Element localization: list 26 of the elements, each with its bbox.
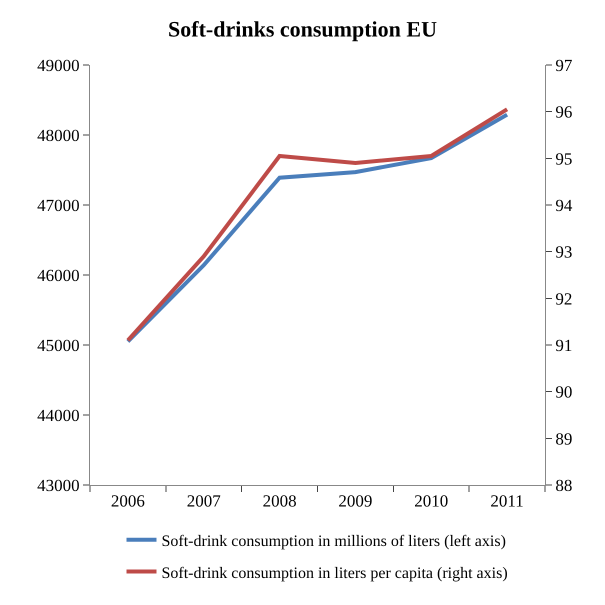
y-tick-label: 46000 [37, 266, 80, 285]
y2-tick-label: 88 [555, 476, 572, 495]
x-tick-label: 2010 [414, 491, 448, 510]
y-tick-label: 47000 [37, 196, 80, 215]
y-tick-label: 45000 [37, 336, 80, 355]
y-tick-label: 44000 [37, 406, 80, 425]
y-tick-label: 48000 [37, 126, 80, 145]
x-tick-label: 2011 [490, 491, 524, 510]
x-tick-label: 2007 [186, 491, 222, 510]
y-tick-label: 43000 [37, 476, 80, 495]
y2-tick-label: 90 [555, 382, 572, 402]
x-tick-label: 2008 [262, 491, 297, 510]
y2-tick-label: 93 [555, 242, 572, 262]
y2-tick-label: 91 [555, 336, 572, 355]
x-tick-label: 2009 [338, 491, 372, 510]
y2-tick-label: 97 [555, 56, 573, 75]
y2-tick-label: 89 [555, 429, 572, 448]
y2-tick-label: 94 [555, 196, 573, 215]
y-tick-label: 49000 [37, 56, 80, 75]
y2-tick-label: 96 [555, 102, 572, 122]
legend-label: Soft-drink consumption in liters per capita (right axis) [162, 564, 508, 582]
chart-title: Soft-drinks consumption EU [168, 16, 438, 42]
x-tick-label: 2006 [110, 491, 145, 510]
y2-tick-label: 95 [555, 149, 572, 168]
y2-tick-label: 92 [555, 289, 572, 308]
legend-label: Soft-drink consumption in millions of liters (left axis) [162, 532, 506, 550]
